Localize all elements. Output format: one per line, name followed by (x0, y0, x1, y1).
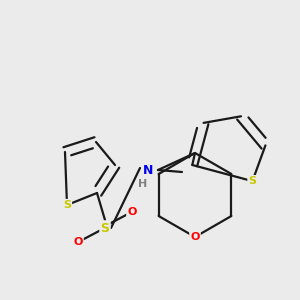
Text: S: S (100, 221, 109, 235)
Text: O: O (127, 207, 137, 217)
Text: N: N (143, 164, 153, 176)
Text: O: O (73, 237, 83, 247)
Text: S: S (248, 176, 256, 186)
Text: O: O (190, 232, 200, 242)
Text: H: H (138, 179, 148, 189)
Text: S: S (63, 200, 71, 210)
